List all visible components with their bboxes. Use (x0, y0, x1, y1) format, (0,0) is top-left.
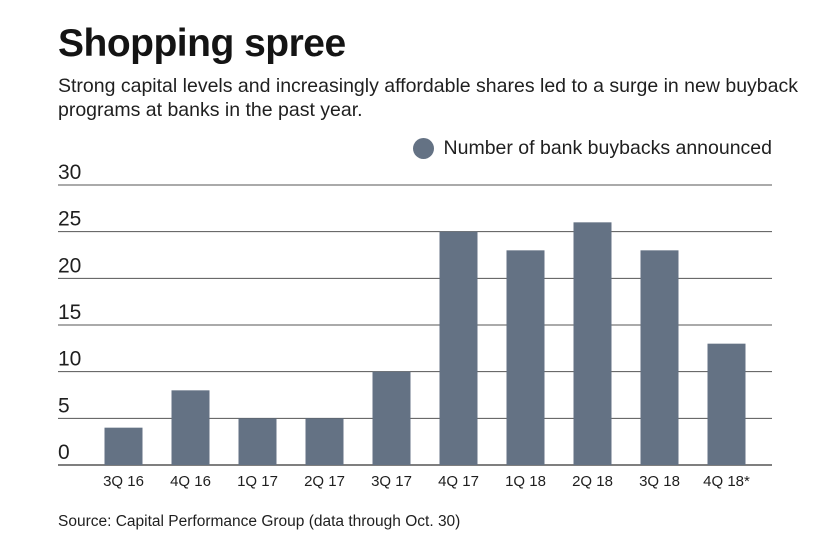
source-note: Source: Capital Performance Group (data … (58, 513, 461, 530)
y-axis-ticks: 0 5 10 15 20 25 30 (58, 161, 81, 464)
x-tick-label: 4Q 16 (170, 473, 211, 490)
x-tick-label: 4Q 18* (703, 473, 750, 490)
y-tick-label: 0 (58, 441, 70, 464)
bar (439, 231, 478, 465)
chart-subtitle: Strong capital levels and increasingly a… (58, 75, 799, 121)
x-tick-label: 3Q 17 (371, 473, 412, 490)
legend-marker (412, 138, 434, 159)
bar (640, 250, 679, 465)
bar (171, 390, 210, 465)
bar (104, 427, 143, 465)
bar (372, 371, 411, 465)
legend: Number of bank buybacks announced (412, 137, 772, 160)
y-tick-label: 30 (58, 161, 81, 184)
x-tick-label: 4Q 17 (438, 473, 479, 490)
legend-label: Number of bank buybacks announced (443, 137, 772, 159)
x-tick-label: 2Q 17 (304, 473, 345, 490)
x-tick-label: 3Q 16 (103, 473, 144, 490)
x-tick-label: 3Q 18 (639, 473, 680, 490)
bar (506, 250, 545, 465)
y-tick-label: 25 (58, 208, 81, 231)
bars (104, 222, 746, 465)
x-axis-ticks: 3Q 16 4Q 16 1Q 17 2Q 17 3Q 17 4Q 17 1Q 18 2Q 18… (103, 473, 750, 490)
bar (573, 222, 612, 465)
y-tick-label: 20 (58, 254, 81, 277)
x-tick-label: 1Q 17 (237, 473, 278, 490)
y-tick-label: 15 (58, 301, 81, 324)
bar (707, 343, 746, 465)
x-tick-label: 1Q 18 (505, 473, 546, 490)
x-tick-label: 2Q 18 (572, 473, 613, 490)
bar (305, 418, 344, 465)
bar (238, 418, 277, 465)
y-tick-label: 5 (58, 394, 70, 417)
chart-title: Shopping spree (58, 22, 346, 65)
y-tick-label: 10 (58, 348, 81, 371)
